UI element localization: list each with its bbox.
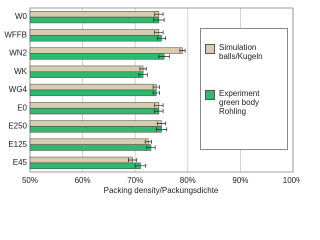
page: {"chart_data": {"type": "hbar", "xlabel"… (4, 7, 300, 196)
y-tick-label: E250 (8, 122, 27, 131)
error-bar (156, 121, 167, 126)
chart: Packing density/Packungsdichte 50% 60% 70%… (4, 7, 300, 195)
legend-label: Experiment green body Rohling (219, 89, 260, 116)
bar (29, 16, 160, 24)
bar (29, 144, 152, 151)
bar (29, 120, 162, 127)
error-bar (139, 66, 147, 71)
bar (29, 162, 141, 169)
bar (29, 65, 144, 73)
error-bar (154, 12, 164, 17)
legend: Simulation balls/Kugeln Experiment green … (200, 28, 288, 150)
error-bar (152, 90, 160, 95)
y-tick-label: E45 (13, 158, 28, 167)
error-bar (154, 109, 164, 114)
bar (29, 29, 160, 36)
error-bar (146, 145, 156, 150)
error-bar (156, 36, 167, 41)
bar (29, 138, 149, 145)
bar (29, 107, 160, 115)
bar (29, 71, 144, 78)
legend-swatch (205, 90, 215, 100)
error-bar (179, 48, 186, 53)
legend-entry: Experiment green body Rohling (205, 89, 285, 116)
y-tick-label: WG4 (9, 85, 28, 94)
bar (29, 83, 157, 91)
x-tick-label: 60% (75, 176, 91, 185)
bar (29, 11, 160, 18)
y-tick-label: E125 (8, 140, 27, 149)
bar (29, 89, 157, 97)
y-tick-label: WN2 (9, 49, 27, 58)
x-tick-label: 80% (180, 176, 196, 185)
bar (29, 156, 133, 164)
error-bar (138, 72, 148, 77)
error-bar (158, 54, 170, 59)
x-axis-label: Packing density/Packungsdichte (104, 186, 219, 195)
bar (29, 35, 162, 42)
error-bar (128, 157, 138, 162)
bar (29, 126, 162, 133)
legend-entry: Simulation balls/Kugeln (205, 43, 285, 61)
x-tick-label: 70% (127, 176, 143, 185)
y-tick-label: WK (14, 67, 28, 76)
bar (29, 53, 165, 60)
error-bar (155, 127, 168, 132)
x-tick-label: 90% (232, 176, 248, 185)
x-tick-label: 100% (283, 176, 300, 185)
legend-label: Simulation balls/Kugeln (219, 43, 263, 61)
error-bar (153, 18, 165, 23)
y-tick-label: W0 (15, 12, 28, 21)
error-bar (144, 139, 152, 144)
error-bar (134, 163, 147, 168)
y-tick-label: WFFB (4, 30, 27, 39)
bar (29, 102, 160, 109)
error-bar (152, 85, 160, 90)
bar (29, 47, 183, 54)
error-bar (154, 30, 164, 35)
x-tick-label: 50% (22, 176, 38, 185)
error-bar (154, 103, 164, 108)
y-tick-label: E0 (17, 103, 27, 112)
legend-swatch (205, 44, 215, 54)
